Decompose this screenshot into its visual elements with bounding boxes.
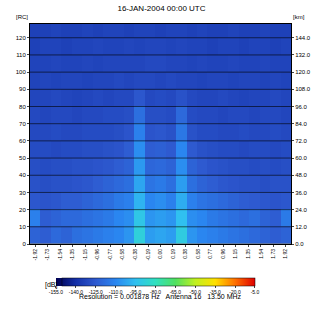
svg-text:-1.15: -1.15: [82, 249, 88, 261]
svg-text:-0.77: -0.77: [107, 249, 113, 261]
svg-text:144.0: 144.0: [295, 35, 311, 41]
svg-text:24.0: 24.0: [295, 207, 307, 213]
svg-text:30: 30: [19, 190, 26, 196]
svg-text:1.35: 1.35: [245, 249, 251, 259]
svg-text:-1.54: -1.54: [57, 249, 63, 261]
svg-text:108.0: 108.0: [295, 86, 311, 92]
svg-text:0.19: 0.19: [170, 249, 176, 259]
svg-text:36.0: 36.0: [295, 190, 307, 196]
svg-text:-0.38: -0.38: [132, 249, 138, 261]
svg-text:100: 100: [16, 69, 27, 75]
svg-text:96.0: 96.0: [295, 104, 307, 110]
svg-text:-110.0: -110.0: [109, 289, 123, 295]
svg-text:16-JAN-2004 00:00 UTC: 16-JAN-2004 00:00 UTC: [117, 4, 205, 13]
svg-text:1.15: 1.15: [232, 249, 238, 259]
svg-text:48.0: 48.0: [295, 172, 307, 178]
svg-text:-0.58: -0.58: [119, 249, 125, 261]
svg-text:0.77: 0.77: [207, 249, 213, 259]
svg-text:-0.96: -0.96: [94, 249, 100, 261]
svg-text:20: 20: [19, 207, 26, 213]
svg-text:0.38: 0.38: [182, 249, 188, 259]
svg-text:0.58: 0.58: [195, 249, 201, 259]
svg-text:132.0: 132.0: [295, 52, 311, 58]
svg-text:1.54: 1.54: [258, 249, 264, 259]
svg-text:110: 110: [16, 52, 26, 58]
svg-text:-155.0: -155.0: [49, 289, 63, 295]
svg-text:1.92: 1.92: [282, 249, 288, 259]
svg-text:-0.19: -0.19: [145, 249, 151, 261]
svg-text:-125.0: -125.0: [89, 289, 103, 295]
svg-text:[RC]: [RC]: [16, 14, 28, 20]
svg-text:-1.35: -1.35: [69, 249, 75, 261]
svg-text:-95.0: -95.0: [130, 289, 142, 295]
svg-text:1.73: 1.73: [270, 249, 276, 259]
svg-text:-1.92: -1.92: [32, 249, 38, 261]
svg-text:-50.0: -50.0: [190, 289, 202, 295]
svg-text:-65.0: -65.0: [170, 289, 182, 295]
svg-text:72.0: 72.0: [295, 138, 307, 144]
svg-text:-35.0: -35.0: [209, 289, 221, 295]
svg-text:[dB]: [dB]: [45, 281, 58, 289]
svg-text:10: 10: [19, 224, 26, 230]
svg-text:80: 80: [19, 104, 26, 110]
svg-text:-1.73: -1.73: [44, 249, 50, 261]
svg-text:-80.0: -80.0: [150, 289, 162, 295]
svg-text:60.0: 60.0: [295, 155, 307, 161]
svg-text:[km]: [km]: [293, 14, 305, 20]
svg-text:-5.0: -5.0: [251, 289, 260, 295]
svg-text:84.0: 84.0: [295, 121, 307, 127]
svg-text:0: 0: [22, 241, 26, 247]
svg-text:0.0: 0.0: [295, 241, 304, 247]
svg-text:120: 120: [16, 35, 27, 41]
svg-text:-20.0: -20.0: [229, 289, 241, 295]
svg-text:-140.0: -140.0: [69, 289, 83, 295]
svg-text:12.0: 12.0: [295, 224, 307, 230]
svg-text:120.0: 120.0: [295, 69, 311, 75]
svg-text:60: 60: [19, 138, 26, 144]
svg-text:0.00: 0.00: [157, 249, 163, 259]
svg-text:40: 40: [19, 172, 26, 178]
svg-text:50: 50: [19, 155, 26, 161]
svg-text:0.96: 0.96: [220, 249, 226, 259]
svg-text:Resolution = 0.001878 Hz Ant: Resolution = 0.001878 Hz Antenna 16 13.5…: [79, 293, 242, 300]
svg-text:70: 70: [19, 121, 26, 127]
svg-text:90: 90: [19, 86, 26, 92]
